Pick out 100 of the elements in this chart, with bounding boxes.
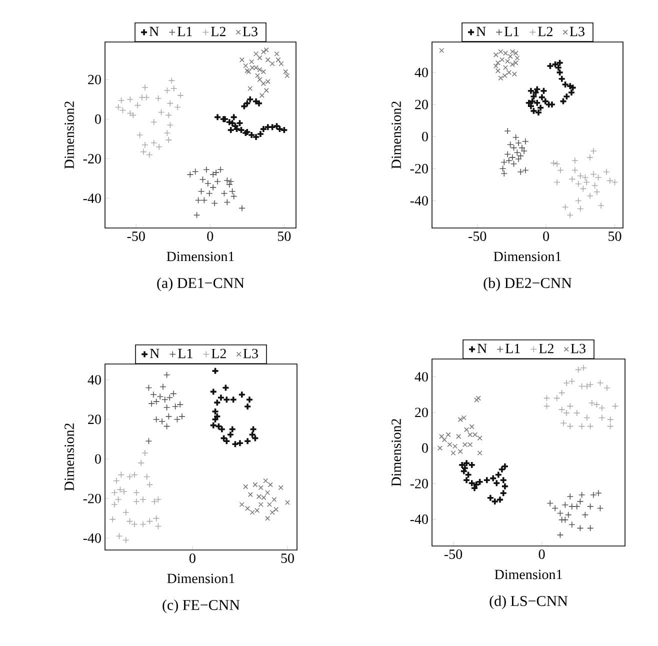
point [245,506,250,511]
point [126,110,134,117]
point [251,434,260,442]
point [517,168,524,176]
point [272,122,281,130]
point [493,64,498,69]
legend-label: L1 [506,344,520,354]
point [114,496,122,503]
point [578,382,586,390]
point [586,524,594,532]
point [152,416,160,423]
point [132,489,140,496]
point [249,59,254,64]
point [210,171,216,178]
point [116,532,123,540]
point [148,400,155,407]
legend-label: N [150,348,160,358]
y-tick-label: -20 [83,154,101,164]
x-tick-label: -50 [468,232,486,241]
x-tick-label: 50 [281,554,294,563]
point [258,485,264,490]
point [222,384,230,392]
point [168,77,176,84]
point [176,401,184,408]
text: (c) FE−CNN [162,600,240,614]
point [213,398,222,406]
point [177,92,184,99]
point [206,190,213,197]
point [566,402,574,410]
point [284,500,290,506]
point [266,502,272,507]
x-tick-label: 0 [543,232,550,241]
point [170,390,177,398]
y-tick-label: 20 [415,100,428,110]
point [122,536,130,544]
point [163,404,170,411]
point [596,379,604,386]
point [566,212,574,219]
point [573,503,580,510]
point [283,69,288,74]
point [224,177,231,184]
point [142,141,148,148]
point [265,490,270,496]
point [510,62,515,67]
point [508,54,513,59]
point [439,48,444,53]
point [553,394,560,402]
point [498,466,506,474]
point [166,394,174,402]
point [198,188,205,195]
point [211,200,218,207]
y-tick-label: -40 [410,514,428,524]
point [439,434,444,439]
point [152,514,160,522]
legend-label: L2 [538,26,552,36]
point [495,60,500,66]
point [142,84,148,91]
point [572,166,578,174]
y-tick-label: 20 [88,414,101,424]
point [498,76,504,81]
legend-label: N [149,26,159,36]
point [477,436,482,441]
point [126,473,134,480]
point [543,394,550,402]
point [446,432,451,438]
point [586,503,594,510]
point [573,410,580,416]
point [260,49,266,54]
point [500,158,508,166]
point [506,141,514,148]
point [220,190,228,197]
point [140,148,147,156]
point [270,510,275,515]
point [226,126,235,134]
point [586,192,594,200]
point [540,86,548,95]
y-tick-label: 40 [414,68,428,78]
point [146,481,154,488]
point [212,169,220,176]
point [140,496,146,503]
point [562,92,571,100]
point [226,181,233,188]
point [166,100,174,107]
point [254,73,260,78]
point [203,166,210,174]
point [606,416,614,423]
point [109,516,116,523]
y-tick-label: 0 [422,443,428,453]
legend-label: N [476,26,486,36]
y-axis-title: Dimension2 [64,424,74,491]
legend-label: L2 [539,344,554,354]
text: (d) LS−CNN [490,596,568,610]
x-axis-title: Dimension1 [494,570,562,580]
y-tick-label: 20 [88,74,101,84]
point [236,439,244,448]
point [476,478,484,486]
point [236,119,244,128]
point [576,524,584,532]
y-tick-label: -20 [410,478,428,488]
point [606,422,614,430]
